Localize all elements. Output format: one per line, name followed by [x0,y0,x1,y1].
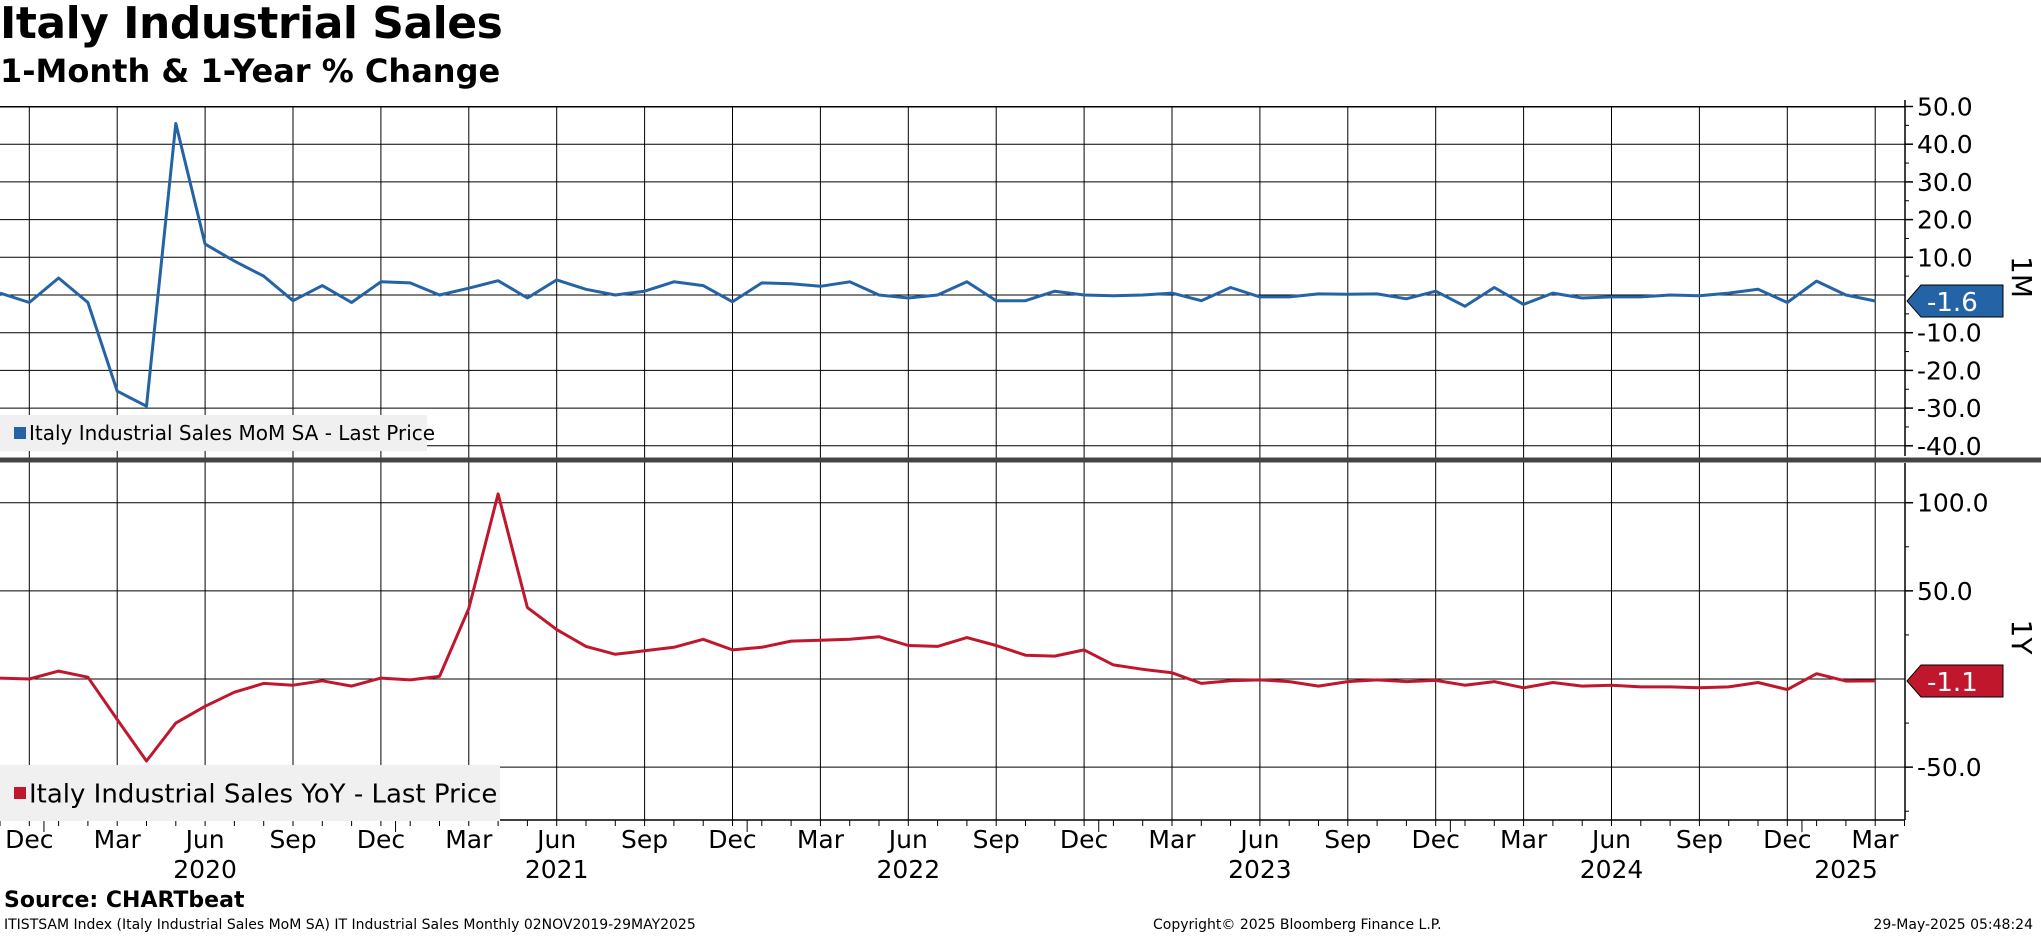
y-tick-label: 50.0 [1917,93,1973,122]
x-month-label: Sep [621,825,668,854]
y-axes: 50.0 40.0 30.0 20.0 10.0 -10.0 -20.0 -30.0 -40.0… [1904,93,2038,820]
x-month-label: Sep [1324,825,1371,854]
legend-swatch [14,787,26,799]
x-month-label: Jun [1590,825,1631,854]
x-month-label: Jun [1238,825,1279,854]
footer-copyright: Copyright© 2025 Bloomberg Finance L.P. [1153,917,1442,933]
x-month-label: Mar [1500,825,1548,854]
legend-box [0,415,427,451]
y-tick-label: -40.0 [1917,432,1982,461]
y-tick-label: -30.0 [1917,394,1982,423]
series-lines [0,122,1876,763]
x-month-label: Dec [1763,825,1811,854]
legends: Italy Industrial Sales MoM SA - Last Pri… [0,415,500,821]
x-month-label: Mar [797,825,845,854]
y-tick-label: -50.0 [1917,753,1982,782]
y-tick-label: -20.0 [1917,356,1982,385]
x-month-label: Mar [1148,825,1196,854]
legend-label: Italy Industrial Sales YoY - Last Price [29,779,497,809]
last-value-label: -1.6 [1927,288,1978,318]
chart-title: Italy Industrial Sales [0,0,503,49]
y-tick-label: 20.0 [1917,206,1973,235]
x-month-label: Sep [973,825,1020,854]
last-value-tag [1906,284,2004,318]
x-year-label: 2024 [1580,855,1644,884]
x-year-label: 2025 [1814,855,1878,884]
last-value-label: -1.1 [1927,668,1978,698]
x-month-label: Sep [269,825,316,854]
x-month-label: Mar [445,825,493,854]
x-month-label: Mar [1851,825,1899,854]
last-value-tag [1906,664,2004,698]
series-line-yoy [0,492,1876,763]
y-tick-label: 40.0 [1917,130,1973,159]
x-year-label: 2020 [173,855,237,884]
legend-label: Italy Industrial Sales MoM SA - Last Pri… [29,421,435,445]
panel-label: 1M [2005,256,2038,298]
footer-timestamp: 29-May-2025 05:48:24 [1873,917,2033,933]
x-month-label: Jun [184,825,225,854]
x-year-label: 2021 [525,855,589,884]
x-month-label: Sep [1676,825,1723,854]
series-line-mom [0,122,1876,408]
legend-swatch [14,427,26,439]
x-month-label: Dec [708,825,756,854]
source-note: Source: CHARTbeat [4,888,245,913]
x-year-label: 2022 [876,855,940,884]
y-tick-label: -10.0 [1917,319,1982,348]
legend-box [0,765,500,821]
x-month-label: Dec [5,825,53,854]
x-axis: Dec Mar Jun Sep Dec Mar Jun Sep Dec Mar Jun Sep Dec M… [0,819,1905,884]
y-tick-label: 50.0 [1917,577,1973,606]
y-tick-label: 100.0 [1917,489,1989,518]
footer-ticker-info: ITISTSAM Index (Italy Industrial Sales M… [4,917,696,933]
x-month-label: Mar [94,825,142,854]
panel-label: 1Y [2005,620,2038,656]
last-value-tags: -1.6 -1.1 [1906,284,2004,698]
x-month-label: Jun [535,825,576,854]
y-tick-label: 30.0 [1917,168,1973,197]
x-year-label: 2023 [1228,855,1292,884]
grid-lines [0,106,2041,820]
x-month-label: Dec [357,825,405,854]
y-tick-label: 10.0 [1917,243,1973,272]
x-month-label: Dec [1060,825,1108,854]
x-month-label: Jun [887,825,928,854]
chart-subtitle: 1-Month & 1-Year % Change [0,52,501,90]
x-month-label: Dec [1412,825,1460,854]
